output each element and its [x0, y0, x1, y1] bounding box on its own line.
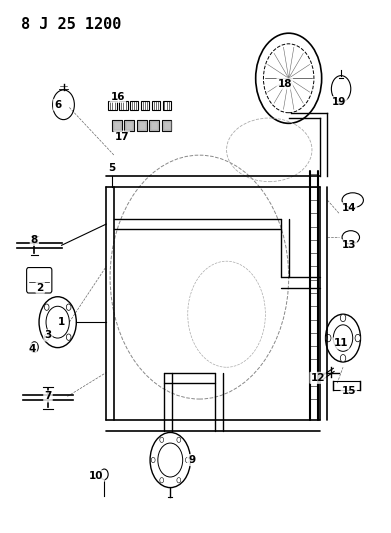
Text: 13: 13 [342, 240, 356, 251]
Bar [119, 101, 127, 110]
Text: 12: 12 [310, 373, 325, 383]
Circle shape [53, 90, 74, 119]
Text: 8 J 25 1200: 8 J 25 1200 [21, 17, 121, 33]
Text: 17: 17 [115, 132, 129, 142]
Circle shape [256, 33, 322, 123]
Text: 7: 7 [44, 391, 52, 401]
Circle shape [150, 432, 190, 488]
Ellipse shape [342, 193, 363, 208]
Circle shape [355, 334, 361, 342]
Circle shape [333, 325, 353, 351]
Circle shape [160, 478, 164, 483]
Bar [163, 101, 171, 110]
Text: 3: 3 [44, 330, 52, 341]
Bar [108, 101, 117, 110]
Circle shape [160, 437, 164, 442]
Text: 19: 19 [332, 97, 346, 107]
Circle shape [66, 334, 71, 341]
Text: 14: 14 [341, 203, 356, 213]
Circle shape [332, 76, 351, 102]
Circle shape [100, 469, 108, 480]
Circle shape [326, 334, 331, 342]
Bar [149, 119, 159, 131]
Bar [130, 101, 138, 110]
Text: 15: 15 [342, 386, 356, 396]
Text: 10: 10 [89, 471, 104, 481]
Circle shape [151, 457, 155, 463]
Circle shape [39, 297, 76, 348]
Ellipse shape [342, 231, 359, 244]
Circle shape [30, 342, 38, 352]
FancyBboxPatch shape [27, 268, 52, 293]
Bar [152, 101, 160, 110]
Text: 2: 2 [37, 282, 44, 293]
Circle shape [66, 304, 71, 310]
Text: 18: 18 [278, 78, 292, 88]
Circle shape [177, 437, 181, 442]
Bar [333, 381, 360, 390]
Text: 1: 1 [58, 317, 65, 327]
Text: 9: 9 [188, 455, 195, 465]
Circle shape [44, 304, 49, 310]
Text: 11: 11 [334, 338, 348, 349]
Circle shape [185, 457, 189, 463]
Circle shape [340, 354, 346, 362]
Bar [162, 119, 171, 131]
Bar [124, 119, 134, 131]
Text: 5: 5 [108, 164, 116, 173]
Bar [141, 101, 149, 110]
Text: 8: 8 [31, 235, 38, 245]
Bar [137, 119, 147, 131]
Text: 6: 6 [54, 100, 61, 110]
Circle shape [44, 334, 49, 341]
Circle shape [177, 478, 181, 483]
Text: 4: 4 [29, 344, 36, 354]
Bar [112, 119, 122, 131]
Circle shape [340, 314, 346, 321]
Text: 16: 16 [111, 92, 125, 102]
Circle shape [326, 314, 361, 362]
